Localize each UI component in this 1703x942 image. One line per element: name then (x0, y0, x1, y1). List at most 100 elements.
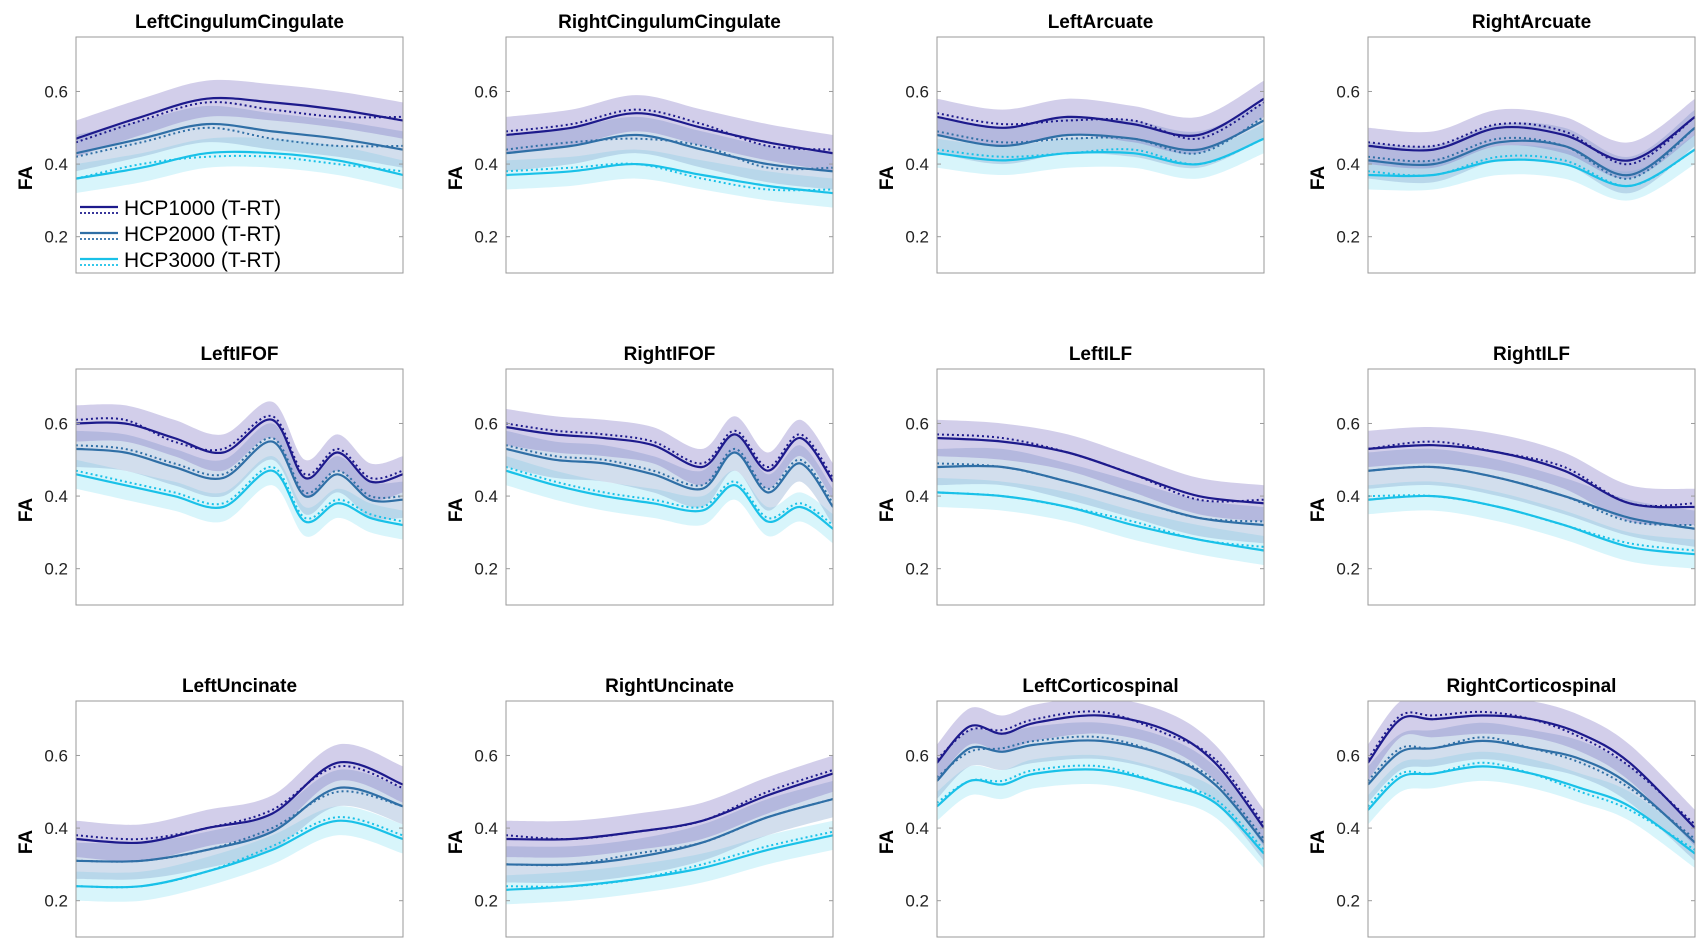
panel-title: RightArcuate (1472, 12, 1591, 33)
line-test-HCP1000 (T-RT) (1368, 714, 1695, 829)
y-axis-label: FA (16, 498, 37, 523)
y-axis-label: FA (877, 830, 898, 855)
panel-LeftArcuate: 0.2 0.4 0.6 LeftArcuate FA (877, 12, 1265, 274)
line-test-HCP2000 (T-RT) (506, 133, 833, 173)
line-test-HCP1000 (T-RT) (506, 772, 833, 841)
band-HCP1000 (T-RT) (506, 755, 833, 858)
y-axis-label: FA (16, 166, 37, 191)
band-HCP1000 (T-RT) (76, 79, 403, 157)
y-tick-label: 0.4 (905, 487, 929, 506)
plot-area (506, 755, 833, 905)
y-tick-label: 0.2 (474, 228, 498, 247)
line-retest-HCP1000 (T-RT) (76, 101, 403, 144)
band-HCP3000 (T-RT) (76, 806, 403, 902)
y-tick-label: 0.4 (905, 819, 929, 838)
y-tick-label: 0.2 (44, 892, 68, 911)
y-tick-label: 0.6 (905, 82, 929, 101)
plot-area (506, 408, 833, 544)
line-test-HCP2000 (T-RT) (76, 122, 403, 155)
axes-box (505, 700, 834, 938)
line-retest-HCP3000 (T-RT) (506, 466, 833, 526)
y-tick-label: 0.2 (1336, 228, 1360, 247)
y-tick-label: 0.2 (44, 560, 68, 579)
y-tick-label: 0.2 (474, 560, 498, 579)
line-retest-HCP2000 (T-RT) (937, 735, 1264, 840)
line-retest-HCP1000 (T-RT) (1368, 710, 1695, 826)
line-retest-HCP1000 (T-RT) (506, 422, 833, 479)
plot-area (937, 701, 1264, 868)
panel-title: LeftCingulumCingulate (135, 12, 344, 33)
y-axis-label: FA (1308, 830, 1329, 855)
line-test-HCP3000 (T-RT) (506, 162, 833, 195)
band-HCP3000 (T-RT) (76, 137, 403, 194)
panel-title: LeftCorticospinal (1022, 676, 1178, 697)
band-HCP2000 (T-RT) (506, 116, 833, 190)
band-HCP3000 (T-RT) (937, 754, 1264, 868)
band-HCP2000 (T-RT) (937, 722, 1264, 861)
line-retest-HCP3000 (T-RT) (76, 154, 403, 180)
band-HCP3000 (T-RT) (506, 456, 833, 544)
band-HCP2000 (T-RT) (76, 423, 403, 520)
line-test-HCP3000 (T-RT) (937, 768, 1264, 855)
line-retest-HCP3000 (T-RT) (76, 816, 403, 889)
panel-RightILF: 0.2 0.4 0.6 RightILF FA (1308, 344, 1696, 606)
panel-title: RightUncinate (605, 676, 734, 697)
y-tick-label: 0.6 (905, 414, 929, 433)
axes-box (75, 368, 404, 606)
line-test-HCP1000 (T-RT) (937, 97, 1264, 137)
y-tick-label: 0.2 (905, 892, 929, 911)
line-test-HCP1000 (T-RT) (76, 418, 403, 484)
band-HCP1000 (T-RT) (506, 95, 833, 172)
band-HCP3000 (T-RT) (76, 455, 403, 540)
y-axis-label: FA (446, 498, 467, 523)
line-test-HCP3000 (T-RT) (506, 834, 833, 891)
line-test-HCP1000 (T-RT) (76, 96, 403, 140)
line-retest-HCP1000 (T-RT) (76, 415, 403, 480)
axes-box (1367, 368, 1696, 606)
band-HCP1000 (T-RT) (1368, 427, 1695, 526)
y-tick-label: 0.4 (44, 487, 68, 506)
plot-area (1368, 98, 1695, 201)
axes-box (936, 700, 1265, 938)
y-tick-label: 0.2 (905, 228, 929, 247)
y-axis-label: FA (1308, 166, 1329, 191)
line-retest-HCP2000 (T-RT) (937, 116, 1264, 155)
y-tick-label: 0.4 (474, 155, 498, 174)
y-tick-label: 0.4 (1336, 487, 1360, 506)
line-test-HCP3000 (T-RT) (1368, 494, 1695, 556)
y-tick-label: 0.4 (1336, 819, 1360, 838)
panel-RightUncinate: 0.2 0.4 0.6 RightUncinate FA (446, 676, 834, 938)
line-retest-HCP2000 (T-RT) (1368, 736, 1695, 840)
panel-RightArcuate: 0.2 0.4 0.6 RightArcuate FA (1308, 12, 1696, 274)
y-axis-label: FA (1308, 498, 1329, 523)
panel-RightIFOF: 0.2 0.4 0.6 RightIFOF FA (446, 344, 834, 606)
axes-box (75, 36, 404, 274)
line-retest-HCP1000 (T-RT) (1368, 116, 1695, 166)
plot-area (76, 743, 403, 902)
band-HCP2000 (T-RT) (506, 780, 833, 884)
line-retest-HCP3000 (T-RT) (506, 162, 833, 192)
plot-area (76, 401, 403, 540)
line-test-HCP3000 (T-RT) (76, 819, 403, 889)
line-test-HCP2000 (T-RT) (937, 119, 1264, 152)
panel-LeftCorticospinal: 0.2 0.4 0.6 LeftCorticospinal FA (877, 676, 1265, 938)
panel-title: RightCorticospinal (1447, 676, 1617, 697)
panel-title: RightIFOF (624, 344, 716, 365)
y-axis-label: FA (446, 830, 467, 855)
line-retest-HCP2000 (T-RT) (506, 444, 833, 504)
line-retest-HCP3000 (T-RT) (937, 491, 1264, 548)
line-retest-HCP3000 (T-RT) (937, 764, 1264, 851)
band-HCP1000 (T-RT) (76, 401, 403, 501)
y-tick-label: 0.4 (44, 819, 68, 838)
panel-LeftCingulumCingulate: 0.2 0.4 0.6 LeftCingulumCingulate FA (16, 12, 404, 274)
line-retest-HCP2000 (T-RT) (1368, 127, 1695, 180)
y-tick-label: 0.4 (44, 155, 68, 174)
band-HCP3000 (T-RT) (1368, 751, 1695, 868)
panel-title: RightCingulumCingulate (558, 12, 781, 33)
band-HCP2000 (T-RT) (1368, 448, 1695, 547)
line-test-HCP3000 (T-RT) (506, 469, 833, 530)
axes-box (75, 700, 404, 938)
plot-area (1368, 701, 1695, 868)
line-test-HCP2000 (T-RT) (937, 739, 1264, 844)
